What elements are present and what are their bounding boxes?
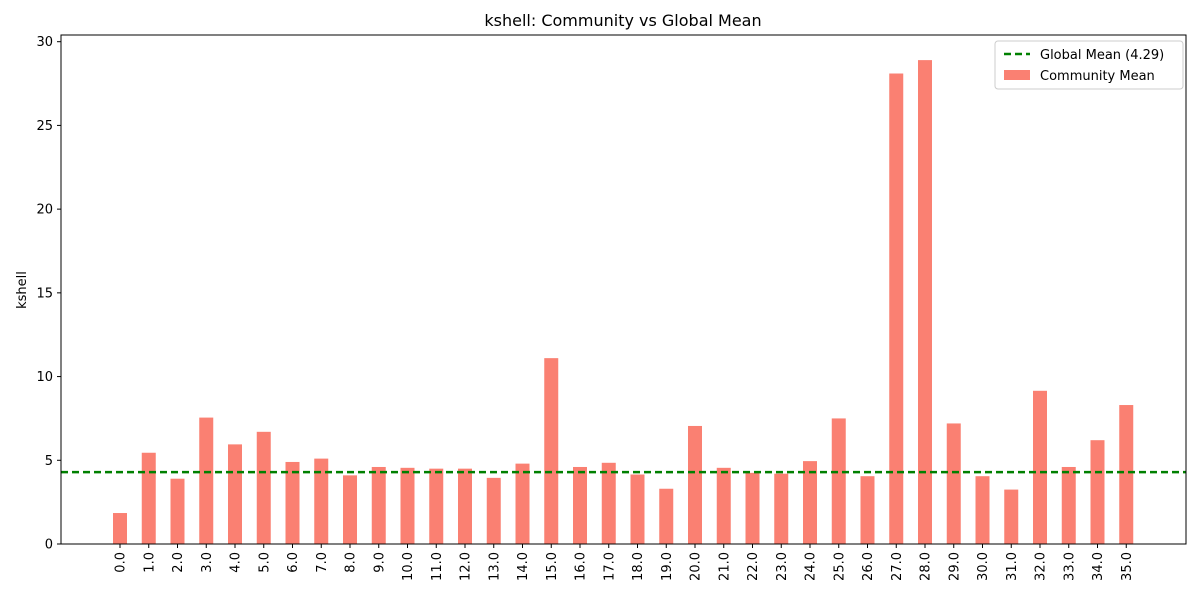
bar-17.0 [601,462,616,544]
bar-30.0 [975,476,990,544]
x-tick-label-4.0: 4.0 [229,552,244,573]
bar-18.0 [630,474,645,544]
y-tick-label-15: 15 [36,286,53,301]
x-tick-label-15.0: 15.0 [545,552,560,581]
bar-7.0 [314,458,329,544]
x-tick-label-27.0: 27.0 [890,552,905,581]
bar-29.0 [946,423,961,544]
x-tick-label-22.0: 22.0 [746,552,761,581]
y-tick-label-10: 10 [36,370,53,385]
x-tick-label-14.0: 14.0 [516,552,531,581]
legend-label-global-mean: Global Mean (4.29) [1040,48,1164,63]
bar-19.0 [659,488,674,544]
bar-13.0 [486,477,501,544]
bar-16.0 [573,466,587,544]
x-tick-label-29.0: 29.0 [947,552,962,581]
legend-label-community-mean: Community Mean [1040,69,1155,84]
bar-25.0 [831,418,846,544]
x-tick-label-18.0: 18.0 [631,552,646,581]
x-tick-label-2.0: 2.0 [171,552,186,573]
x-tick-label-9.0: 9.0 [372,552,387,573]
x-tick-label-6.0: 6.0 [286,552,301,573]
bar-12.0 [458,468,472,544]
bar-21.0 [716,467,731,544]
bar-3.0 [199,417,214,544]
x-tick-label-25.0: 25.0 [832,552,847,581]
x-tick-label-20.0: 20.0 [689,552,704,581]
bar-14.0 [515,463,530,544]
bar-26.0 [860,476,875,544]
x-tick-label-7.0: 7.0 [315,552,330,573]
x-tick-label-8.0: 8.0 [344,552,359,573]
plot-area: 0 5 10 15 20 25 30 0.0 1.0 2.0 3.0 4.0 5.0 6.0 7.0 8.0 9… [36,34,1187,581]
x-tick-label-24.0: 24.0 [804,552,819,581]
x-tick-label-21.0: 21.0 [717,552,732,581]
bar-15.0 [544,358,559,544]
y-axis-label: kshell [15,271,30,309]
x-tick-label-35.0: 35.0 [1120,552,1135,581]
y-tick-label-5: 5 [45,454,53,469]
bar-20.0 [688,425,702,544]
x-tick-label-33.0: 33.0 [1062,552,1077,581]
bar-23.0 [774,473,789,544]
x-tick-label-23.0: 23.0 [775,552,790,581]
bar-5.0 [256,431,271,544]
x-tick-label-28.0: 28.0 [919,552,934,581]
bar-35.0 [1119,405,1134,544]
axes-frame [60,34,1187,545]
bar-1.0 [141,452,156,544]
bar-8.0 [343,475,357,544]
x-tick-label-26.0: 26.0 [861,552,876,581]
bar-6.0 [285,461,300,544]
bar-22.0 [745,472,760,544]
bar-28.0 [918,60,932,544]
bar-2.0 [170,478,185,544]
bar-4.0 [228,444,242,544]
bar-32.0 [1033,390,1047,544]
legend: Global Mean (4.29) Community Mean [994,40,1184,90]
bar-27.0 [889,73,904,545]
y-tick-label-0: 0 [45,538,53,553]
legend-box [994,40,1184,90]
bar-11.0 [429,468,444,544]
bar-24.0 [803,461,817,544]
bar-34.0 [1090,440,1105,544]
legend-bar-swatch [1004,70,1030,80]
x-tick-label-30.0: 30.0 [976,552,991,581]
x-tick-label-31.0: 31.0 [1005,552,1020,581]
y-tick-label-20: 20 [36,203,53,218]
y-tick-label-25: 25 [36,119,53,134]
bar-10.0 [400,467,415,544]
x-tick-label-3.0: 3.0 [200,552,215,573]
x-tick-label-16.0: 16.0 [574,552,589,581]
bar-31.0 [1004,489,1019,544]
x-tick-label-11.0: 11.0 [430,552,445,581]
x-tick-label-12.0: 12.0 [459,552,474,581]
bar-33.0 [1061,466,1076,544]
x-tick-label-5.0: 5.0 [257,552,272,573]
x-tick-label-19.0: 19.0 [660,552,675,581]
x-tick-label-0.0: 0.0 [114,552,129,573]
x-tick-label-13.0: 13.0 [487,552,502,581]
x-tick-label-1.0: 1.0 [142,552,157,573]
x-tick-label-34.0: 34.0 [1091,552,1106,581]
x-tick-label-32.0: 32.0 [1034,552,1049,581]
chart-title: kshell: Community vs Global Mean [484,11,761,30]
x-tick-label-17.0: 17.0 [602,552,617,581]
x-tick-label-10.0: 10.0 [401,552,416,581]
bar-9.0 [371,466,386,544]
y-tick-label-30: 30 [36,35,53,50]
bar-0.0 [113,513,127,544]
